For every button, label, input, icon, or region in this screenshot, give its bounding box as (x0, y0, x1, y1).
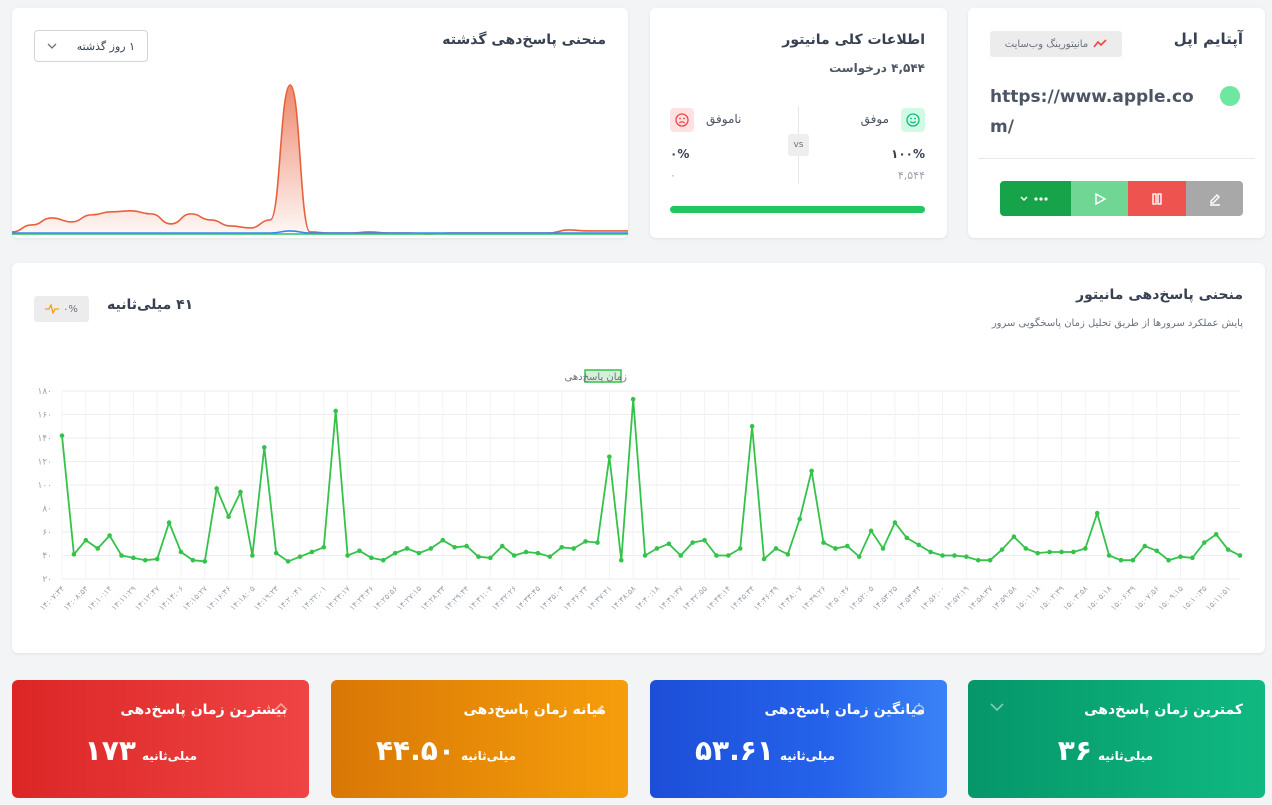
card-title: آپتایم اپل (1173, 30, 1243, 48)
stat-unit: میلی‌ثانیه (141, 749, 197, 763)
request-count: ۴,۵۴۴ درخواست (829, 61, 925, 75)
success-count: ۴,۵۴۴ (897, 169, 925, 182)
card-subtitle: پایش عملکرد سرورها از طریق تحلیل زمان پا… (991, 318, 1243, 329)
success-percent: ۱۰۰% (891, 147, 925, 161)
stat-icon (274, 702, 288, 711)
uptime-card: آپتایم اپل مانیتورینگ وب‌سایت https://ww… (968, 8, 1265, 238)
chevron-icon (47, 43, 57, 49)
monitor-url: https://www.apple.com/ (990, 87, 1194, 137)
stat-card: بیشترین زمان پاسخ‌دهی ۱۷۳ میلی‌ثانیه (12, 680, 309, 798)
stat-title: میانه زمان پاسخ‌دهی (463, 702, 607, 718)
play-button[interactable] (1071, 181, 1129, 216)
stat-value: ۱۷۳ (84, 734, 136, 767)
overview-card: اطلاعات کلی مانیتور ۴,۵۴۴ درخواست موفق ن… (650, 8, 947, 238)
pause-button[interactable] (1128, 181, 1186, 216)
divider (978, 158, 1255, 159)
stat-title: کمترین زمان پاسخ‌دهی (1084, 702, 1243, 718)
edit-icon (1209, 193, 1220, 206)
stat-title: میانگین زمان پاسخ‌دهی (764, 702, 925, 718)
history-card: منحنی پاسخ‌دهی گذشته ۱ روز گذشته (12, 8, 628, 238)
stat-card: کمترین زمان پاسخ‌دهی ۳۶ میلی‌ثانیه (968, 680, 1265, 798)
stat-value: ۵۳.۶۱ (694, 734, 774, 767)
success-icon (901, 108, 925, 132)
failure-icon (670, 108, 694, 132)
more-button[interactable] (1000, 181, 1071, 216)
range-dropdown[interactable]: ۱ روز گذشته (34, 30, 148, 62)
pause-icon (1152, 192, 1162, 205)
button-group (1000, 181, 1243, 216)
success-label: موفق (860, 112, 889, 126)
vs-badge: vs (788, 134, 809, 156)
range-text: ۱ روز گذشته (76, 39, 135, 53)
stat-value: ۳۶ (1057, 734, 1092, 767)
stat-icon (990, 703, 1004, 712)
stat-title: بیشترین زمان پاسخ‌دهی (120, 702, 287, 718)
edit-button[interactable] (1186, 181, 1243, 216)
failure-label: ناموفق (706, 112, 742, 126)
progress-bar (670, 206, 925, 213)
type-badge: مانیتورینگ وب‌سایت (990, 31, 1122, 57)
failure-count: ۰ (670, 169, 676, 182)
failure-percent: ۰% (670, 147, 690, 161)
card-title: منحنی پاسخ‌دهی مانیتور (1076, 287, 1243, 303)
card-title: منحنی پاسخ‌دهی گذشته (442, 32, 606, 48)
stat-unit: میلی‌ثانیه (779, 749, 835, 763)
stat-card: میانه زمان پاسخ‌دهی ۴۴.۵۰ میلی‌ثانیه (331, 680, 628, 798)
stat-unit: میلی‌ثانیه (1097, 749, 1153, 763)
change-badge: ۰% (34, 296, 89, 322)
stat-icon (913, 703, 925, 716)
status-dot (1220, 86, 1240, 106)
monitor-card: منحنی پاسخ‌دهی مانیتور پایش عملکرد سروره… (12, 263, 1265, 653)
stat-unit: میلی‌ثانیه (460, 749, 516, 763)
trend-icon (1093, 39, 1107, 48)
card-title: اطلاعات کلی مانیتور (782, 32, 925, 48)
stat-card: میانگین زمان پاسخ‌دهی ۵۳.۶۱ میلی‌ثانیه (650, 680, 947, 798)
pulse-icon (45, 304, 60, 314)
change-text: ۰% (63, 303, 78, 315)
stat-icon (595, 705, 604, 714)
more-icon (1019, 195, 1048, 201)
stat-value: ۴۴.۵۰ (375, 734, 455, 767)
play-icon (1095, 192, 1107, 205)
current-response: ۴۱ میلی‌ثانیه (107, 297, 194, 313)
badge-text: مانیتورینگ وب‌سایت (1004, 38, 1089, 50)
